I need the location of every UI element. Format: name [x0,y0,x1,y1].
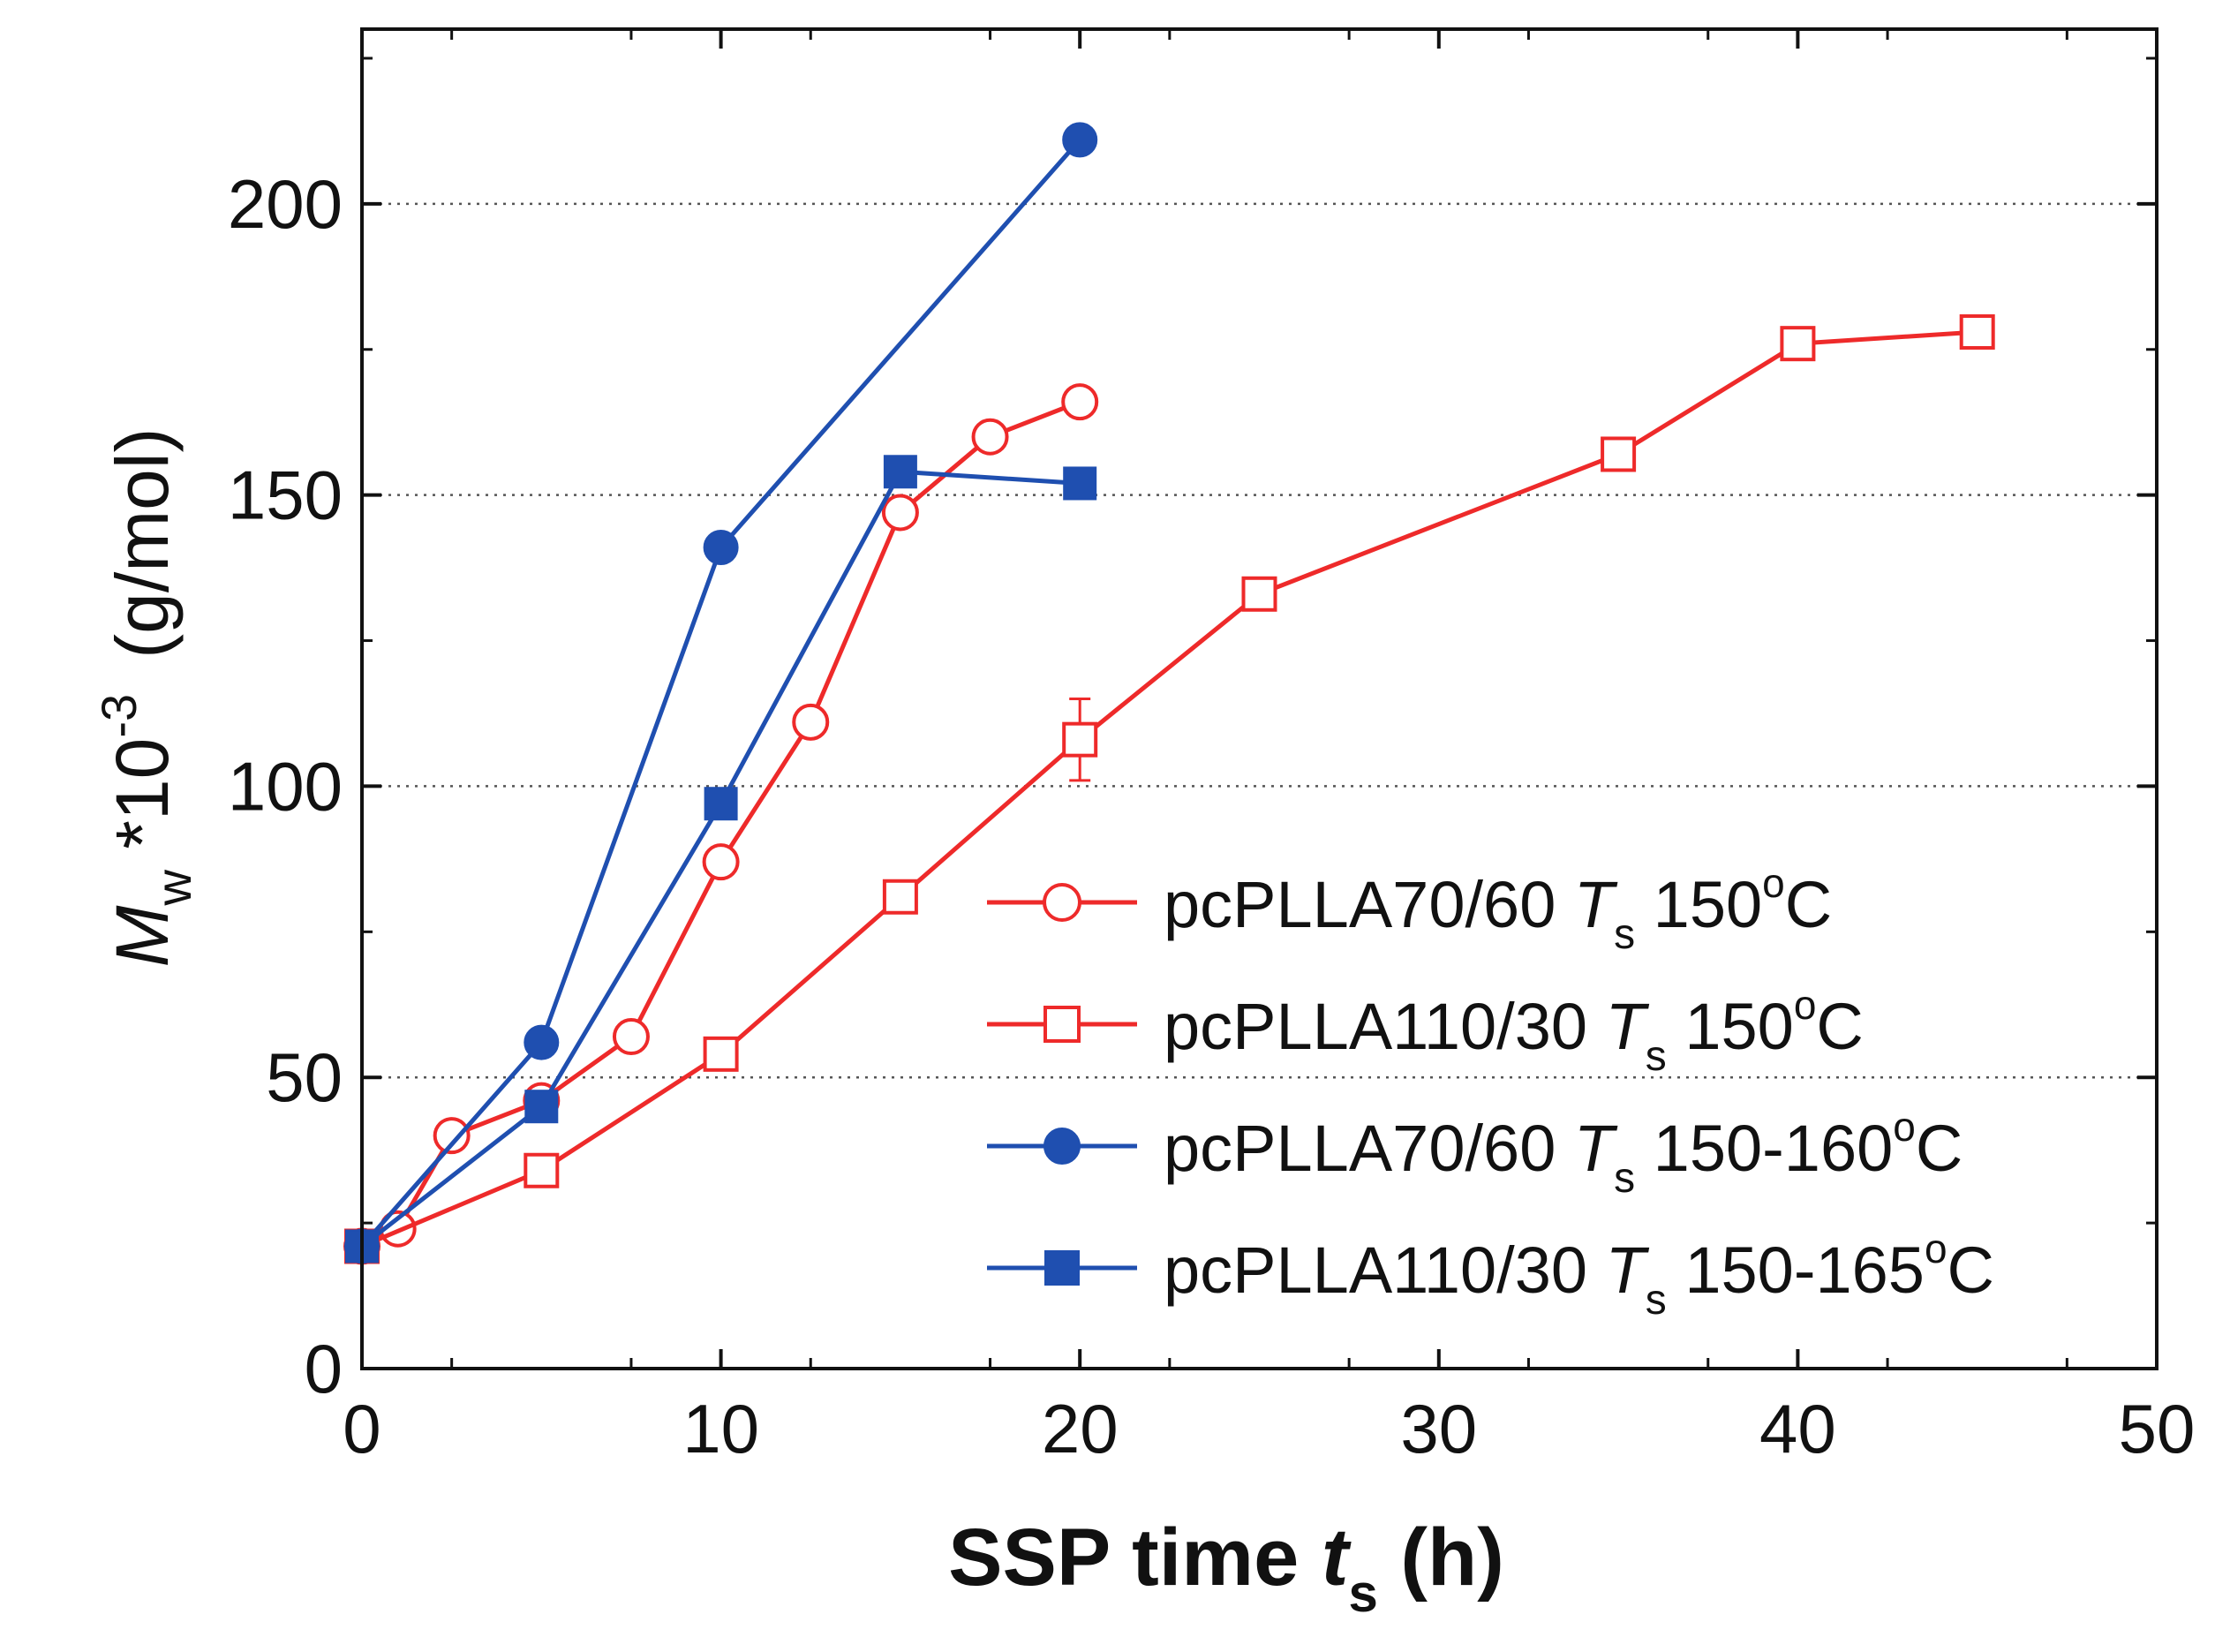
y-tick-label: 150 [228,456,343,534]
data-point [882,879,918,915]
data-point [524,1024,560,1060]
data-point [881,494,919,532]
data-point [792,703,830,741]
legend: pcPLLA70/60 Ts 150oC pcPLLA110/30 Ts 150o… [987,860,1994,1324]
data-point [1062,721,1098,758]
x-tick-label: 20 [1042,1390,1119,1467]
legend-item-2: pcPLLA110/30 Ts 150oC [987,982,1864,1080]
data-point [1062,122,1098,158]
data-point [1780,326,1816,362]
data-point [971,418,1009,456]
data-point [1601,436,1637,472]
y-axis-label: Mw *10-3(g/mol) [91,427,201,967]
data-point [1959,313,1995,350]
legend-swatch-marker [1043,1006,1081,1043]
data-point [433,1117,471,1155]
data-point [524,1152,560,1188]
y-tick-label: 100 [228,747,343,825]
legend-label: pcPLLA70/60 Ts 150oC [1164,860,1832,958]
series-layer [343,122,1995,1265]
data-point [703,530,739,566]
data-point [1241,576,1277,612]
legend-swatch-marker [1043,883,1081,922]
legend-swatch-marker [1043,1128,1081,1165]
x-tick-label: 0 [343,1390,380,1467]
y-tick-label: 50 [266,1038,343,1116]
data-point [524,1090,559,1124]
legend-item-3: pcPLLA70/60 Ts 150-160oC [987,1104,1963,1202]
legend-swatch-marker [1044,1250,1080,1286]
data-point [1061,383,1099,421]
y-tick-label: 200 [228,165,343,243]
x-axis-label: SSP time ts (h) [948,1512,1504,1623]
data-point [703,1036,739,1072]
axis-ticks: 0 10 20 30 40 50 0 50 100 150 200 [228,29,2196,1467]
x-tick-label: 40 [1759,1390,1836,1467]
series-line [360,399,1081,1248]
series-line [361,329,1978,1248]
legend-label: pcPLLA110/30 Ts 150oC [1164,982,1864,1080]
data-point [702,843,740,881]
data-point [1063,466,1097,501]
series-3 [344,122,1098,1264]
x-tick-label: 10 [682,1390,759,1467]
data-point [704,787,738,821]
data-point [612,1018,650,1056]
x-tick-label: 50 [2119,1390,2196,1467]
legend-label: pcPLLA110/30 Ts 150-165oC [1164,1226,1994,1324]
legend-label: pcPLLA70/60 Ts 150-160oC [1164,1104,1963,1202]
data-point [883,455,917,489]
series-line [360,138,1082,1248]
plot-frame [360,27,2158,1370]
y-tick-label: 0 [305,1330,343,1407]
legend-item-4: pcPLLA110/30 Ts 150-165oC [987,1226,1994,1324]
x-tick-label: 30 [1400,1390,1477,1467]
series-4 [345,455,1097,1264]
legend-item-1: pcPLLA70/60 Ts 150oC [987,860,1832,958]
gridlines [362,202,2157,1079]
